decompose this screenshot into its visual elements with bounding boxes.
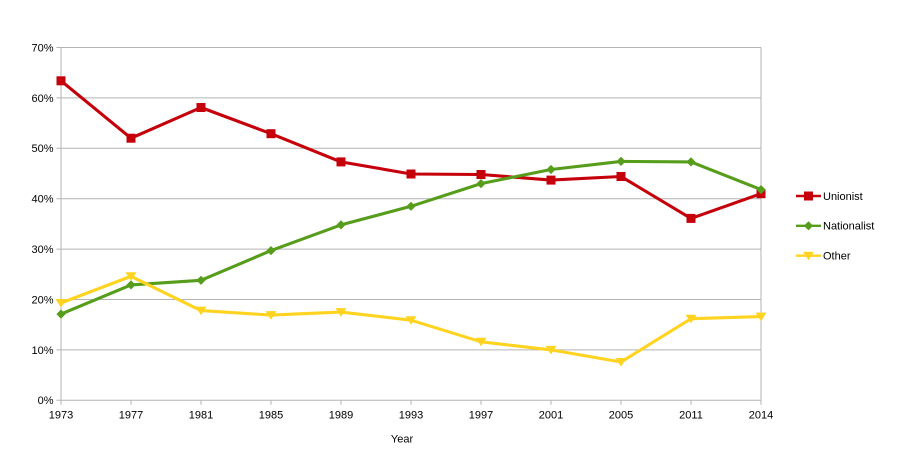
svg-text:1993: 1993 bbox=[399, 410, 423, 422]
svg-text:1989: 1989 bbox=[329, 410, 353, 422]
svg-text:0%: 0% bbox=[38, 395, 54, 407]
svg-text:2001: 2001 bbox=[539, 410, 563, 422]
svg-text:1981: 1981 bbox=[189, 410, 213, 422]
svg-text:Other: Other bbox=[823, 251, 851, 263]
svg-text:Nationalist: Nationalist bbox=[823, 221, 874, 233]
svg-text:Year: Year bbox=[391, 434, 414, 446]
svg-text:2014: 2014 bbox=[749, 410, 773, 422]
svg-text:50%: 50% bbox=[31, 143, 53, 155]
svg-text:Unionist: Unionist bbox=[823, 191, 863, 203]
svg-text:30%: 30% bbox=[31, 244, 53, 256]
svg-text:60%: 60% bbox=[31, 93, 53, 105]
svg-text:40%: 40% bbox=[31, 194, 53, 206]
svg-text:1985: 1985 bbox=[259, 410, 283, 422]
svg-text:2005: 2005 bbox=[609, 410, 633, 422]
svg-text:20%: 20% bbox=[31, 294, 53, 306]
svg-text:1997: 1997 bbox=[469, 410, 493, 422]
svg-text:10%: 10% bbox=[31, 345, 53, 357]
svg-text:1973: 1973 bbox=[49, 410, 73, 422]
svg-text:2011: 2011 bbox=[679, 410, 703, 422]
svg-text:70%: 70% bbox=[31, 42, 53, 54]
svg-text:1977: 1977 bbox=[119, 410, 143, 422]
